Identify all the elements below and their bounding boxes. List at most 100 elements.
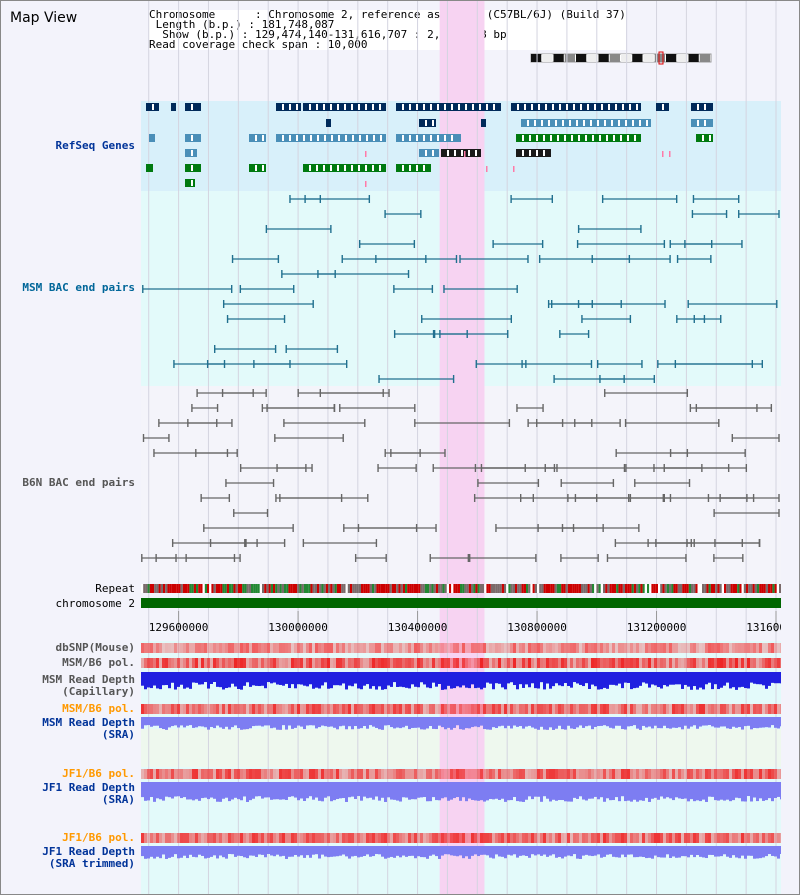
jf1-depth-trimmed-bar [756,846,759,859]
repeat-block [163,584,166,593]
msm-depth-capillary-bar [756,672,759,685]
jf1-depth-sra-bar [336,782,339,800]
jf1-b6-pol-2-cell [252,833,255,843]
track-label-msm-b6-pol[interactable]: MSM/B6 pol. [62,656,135,669]
msm-depth-sra-bar [525,717,528,727]
msm-depth-sra-bar [576,717,579,728]
track-label-dbsnp[interactable]: dbSNP(Mouse) [55,641,135,654]
dbsnp-cell [378,643,381,653]
track-label-msm-depth-sra[interactable]: MSM Read Depth (SRA) [42,716,135,741]
jf1-b6-pol-2-cell [363,833,366,843]
dbsnp-cell [720,643,723,653]
jf1-depth-trimmed-bar [294,846,297,855]
msm-b6-pol-2-cell [360,704,363,714]
msm-depth-capillary-bar [465,672,468,688]
repeat-block [391,584,394,593]
jf1-depth-trimmed-bar [423,846,426,858]
jf1-depth-sra-bar [297,782,300,801]
jf1-depth-sra-bar [234,782,237,798]
jf1-depth-sra-bar [738,782,741,799]
jf1-b6-pol-2-cell [213,833,216,843]
msm-b6-pol-cell [570,658,573,668]
dbsnp-cell [609,643,612,653]
msm-depth-capillary-bar [468,672,471,689]
dbsnp-cell [654,643,657,653]
jf1-b6-pol-2-cell [648,833,651,843]
dbsnp-cell [348,643,351,653]
msm-b6-pol-2-cell [381,704,384,714]
track-label-msm-b6-pol-2[interactable]: MSM/B6 pol. [62,702,135,715]
jf1-depth-sra-bar [162,782,165,801]
track-label-jf1-depth-sra[interactable]: JF1 Read Depth (SRA) [42,781,135,806]
gene-intron-tick [423,165,425,171]
jf1-depth-trimmed-bar [618,846,621,858]
jf1-b6-pol-2-cell [711,833,714,843]
track-label-jf1-depth-trimmed[interactable]: JF1 Read Depth (SRA trimmed) [42,845,135,870]
msm-b6-pol-cell [759,658,762,668]
repeat-block [512,584,515,593]
msm-depth-capillary-bar [159,672,162,690]
repeat-block [743,584,746,593]
jf1-depth-trimmed-bar [189,846,192,855]
msm-depth-sra-bar [312,717,315,726]
msm-depth-capillary-bar [210,672,213,684]
msm-b6-pol-cell [678,658,681,668]
gene-intron-tick [359,135,361,141]
jf1-b6-pol-cell [618,769,621,779]
track-label-msm-bac[interactable]: MSM BAC end pairs [22,281,135,294]
jf1-depth-trimmed-bar [579,846,582,859]
jf1-b6-pol-2-cell [738,833,741,843]
msm-depth-sra-bar [675,717,678,728]
jf1-b6-pol-2-cell [564,833,567,843]
jf1-b6-pol-cell [168,769,171,779]
track-area[interactable]: 129600000 130000000 130400000 130800000 1312… [141,1,781,894]
jf1-depth-trimmed-bar [567,846,570,856]
repeat-block [471,584,474,593]
msm-depth-sra-bar [285,717,288,730]
genome-tracks-canvas[interactable]: 129600000 130000000 130400000 130800000 1312… [141,1,781,894]
jf1-depth-trimmed-bar [357,846,360,858]
track-label-msm-depth-capillary[interactable]: MSM Read Depth (Capillary) [42,673,135,698]
dbsnp-cell [543,643,546,653]
msm-b6-pol-2-cell [144,704,147,714]
dbsnp-cell [636,643,639,653]
track-label-b6n-bac[interactable]: B6N BAC end pairs [22,476,135,489]
msm-depth-sra-bar [522,717,525,729]
dbsnp-cell [252,643,255,653]
repeat-block [191,584,194,593]
repeat-block [490,584,493,593]
jf1-depth-trimmed-bar [747,846,750,856]
msm-depth-capillary-bar [678,672,681,685]
repeat-block [354,584,357,593]
jf1-depth-sra-bar [213,782,216,799]
jf1-depth-sra-bar [210,782,213,798]
repeat-block [398,584,401,593]
msm-b6-pol-2-cell [249,704,252,714]
msm-b6-pol-cell [549,658,552,668]
dbsnp-cell [603,643,606,653]
msm-depth-capillary-bar [666,672,669,687]
msm-b6-pol-cell [369,658,372,668]
track-label-jf1-b6-pol-2[interactable]: JF1/B6 pol. [62,831,135,844]
jf1-b6-pol-2-cell [324,833,327,843]
msm-depth-capillary-bar [432,672,435,683]
msm-depth-capillary-bar [609,672,612,685]
msm-depth-sra-bar [438,717,441,726]
msm-b6-pol-2-cell [741,704,744,714]
msm-depth-sra-bar [474,717,477,727]
msm-depth-sra-bar [432,717,435,729]
repeat-block [625,584,628,593]
dbsnp-cell [165,643,168,653]
jf1-depth-sra-bar [618,782,621,802]
track-label-refseq[interactable]: RefSeq Genes [55,139,135,152]
msm-depth-sra-bar [519,717,522,727]
msm-depth-capillary-bar [591,672,594,685]
msm-depth-capillary-bar [177,672,180,687]
jf1-depth-trimmed-bar [408,846,411,856]
repeat-block [574,584,577,593]
track-label-jf1-b6-pol[interactable]: JF1/B6 pol. [62,767,135,780]
gene-intron-tick [444,135,446,141]
msm-depth-capillary-bar [537,672,540,689]
msm-b6-pol-2-cell [522,704,525,714]
msm-b6-pol-cell [573,658,576,668]
